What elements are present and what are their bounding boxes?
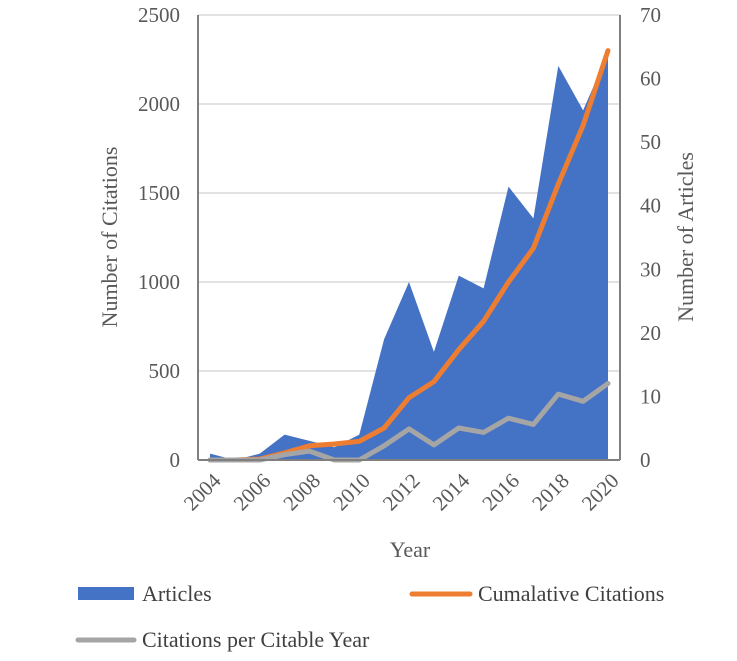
y-right-tick-label: 30 <box>640 257 661 281</box>
legend-label-cumulative-citations: Cumalative Citations <box>478 581 664 606</box>
y-right-tick-label: 50 <box>640 130 661 154</box>
y-right-tick-label: 40 <box>640 194 661 218</box>
x-axis-title: Year <box>390 537 431 562</box>
x-tick-label: 2018 <box>527 469 574 516</box>
lines-layer <box>207 48 611 463</box>
y-right-tick-label: 0 <box>640 448 651 472</box>
y-axis-left-title: Number of Citations <box>97 147 122 328</box>
y-right-tick-label: 70 <box>640 3 661 27</box>
x-tick-label: 2010 <box>328 469 375 516</box>
series-line-citations-per-citable-year <box>207 381 611 463</box>
legend-swatch-articles <box>78 587 134 600</box>
right-y-tick-labels: 0 10 20 30 40 50 60 70 <box>640 3 661 472</box>
legend-label-citations-per-citable-year: Citations per Citable Year <box>142 627 370 652</box>
x-tick-label: 2016 <box>477 469 524 516</box>
y-left-tick-label: 1000 <box>138 270 180 294</box>
y-left-tick-label: 2500 <box>138 3 180 27</box>
y-left-tick-label: 2000 <box>138 92 180 116</box>
y-left-tick-label: 0 <box>170 448 181 472</box>
series-area-articles <box>210 53 608 460</box>
y-left-tick-label: 1500 <box>138 181 180 205</box>
x-tick-label: 2008 <box>278 469 325 516</box>
x-tick-label: 2006 <box>229 469 276 516</box>
x-tick-label: 2012 <box>378 469 425 516</box>
x-tick-label: 2014 <box>428 468 475 515</box>
y-right-tick-label: 60 <box>640 67 661 91</box>
y-axis-right-title: Number of Articles <box>673 152 698 322</box>
axes <box>197 15 621 461</box>
legend: Articles Cumalative Citations Citations … <box>75 581 664 652</box>
y-left-tick-label: 500 <box>149 359 181 383</box>
y-right-tick-label: 10 <box>640 384 661 408</box>
area-layer <box>210 53 608 460</box>
x-tick-labels: 2004 2006 2008 2010 2012 2014 2016 2018 2020 <box>179 468 624 515</box>
y-right-tick-label: 20 <box>640 321 661 345</box>
x-tick-label: 2004 <box>179 468 226 515</box>
legend-label-articles: Articles <box>142 581 212 606</box>
left-y-tick-labels: 0 500 1000 1500 2000 2500 <box>138 3 180 472</box>
x-tick-label: 2020 <box>577 469 624 516</box>
